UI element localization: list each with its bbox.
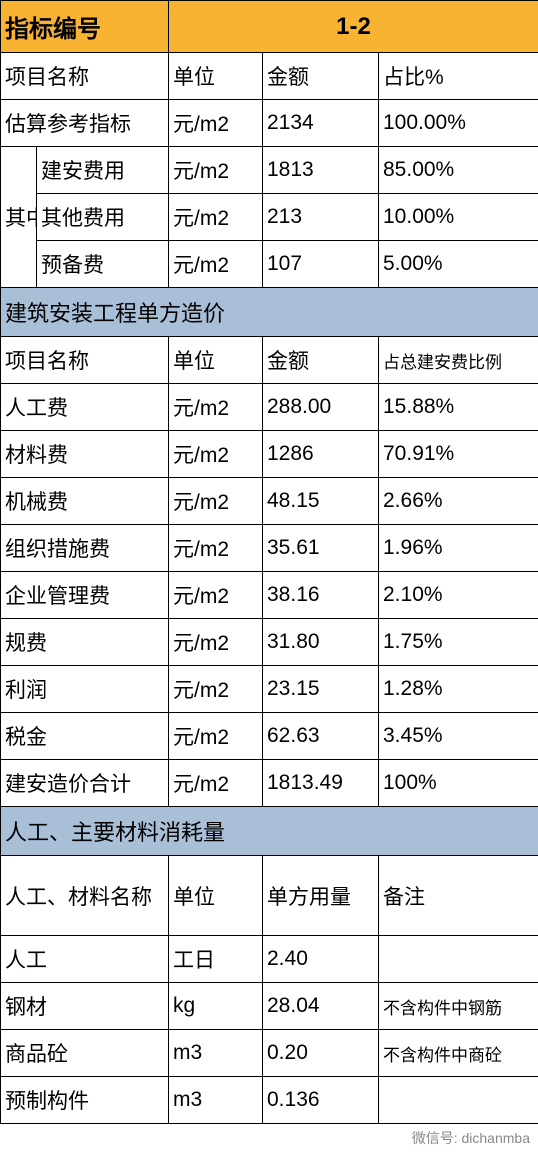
s2-row-amount: 23.15 — [263, 666, 379, 713]
s2-row-name: 组织措施费 — [1, 525, 169, 572]
s2-row-ratio: 100% — [379, 760, 538, 807]
s2-row-unit: 元/m2 — [169, 572, 263, 619]
s3-col-unit: 单位 — [169, 856, 263, 936]
section2-title: 建筑安装工程单方造价 — [1, 288, 538, 337]
cost-index-table: 指标编号1-2项目名称单位金额占比%估算参考指标元/m22134100.00%其… — [0, 0, 538, 1124]
s2-row-amount: 1813.49 — [263, 760, 379, 807]
s1-row-amount: 1813 — [263, 147, 379, 194]
s1-row-ratio: 10.00% — [379, 194, 538, 241]
s1-col-amount: 金额 — [263, 53, 379, 100]
s2-row-ratio: 1.75% — [379, 619, 538, 666]
s2-row-name: 材料费 — [1, 431, 169, 478]
s2-row-unit: 元/m2 — [169, 525, 263, 572]
footer-watermark: 微信号: dichanmba — [0, 1124, 538, 1152]
ref-name: 估算参考指标 — [1, 100, 169, 147]
index-label: 指标编号 — [1, 1, 169, 53]
s3-row-amount: 2.40 — [263, 936, 379, 983]
s1-row-amount: 213 — [263, 194, 379, 241]
s2-row-name: 建安造价合计 — [1, 760, 169, 807]
s3-row-note — [379, 936, 538, 983]
s3-row-amount: 0.136 — [263, 1077, 379, 1124]
s2-row-name: 税金 — [1, 713, 169, 760]
ref-unit: 元/m2 — [169, 100, 263, 147]
s1-row-name: 预备费 — [37, 241, 169, 288]
s2-row-amount: 288.00 — [263, 384, 379, 431]
s1-col-unit: 单位 — [169, 53, 263, 100]
s2-row-amount: 48.15 — [263, 478, 379, 525]
s3-row-amount: 0.20 — [263, 1030, 379, 1077]
s2-row-ratio: 2.10% — [379, 572, 538, 619]
s2-row-unit: 元/m2 — [169, 760, 263, 807]
s2-row-ratio: 2.66% — [379, 478, 538, 525]
s2-row-unit: 元/m2 — [169, 713, 263, 760]
s3-row-unit: m3 — [169, 1077, 263, 1124]
s1-col-name: 项目名称 — [1, 53, 169, 100]
s2-row-ratio: 1.28% — [379, 666, 538, 713]
ref-ratio: 100.00% — [379, 100, 538, 147]
s2-row-unit: 元/m2 — [169, 666, 263, 713]
index-value: 1-2 — [169, 1, 538, 53]
s2-row-amount: 1286 — [263, 431, 379, 478]
s2-row-ratio: 70.91% — [379, 431, 538, 478]
s3-col-amount: 单方用量 — [263, 856, 379, 936]
s2-row-unit: 元/m2 — [169, 619, 263, 666]
s1-row-amount: 107 — [263, 241, 379, 288]
s1-col-ratio: 占比% — [379, 53, 538, 100]
s3-row-name: 商品砼 — [1, 1030, 169, 1077]
s3-row-name: 预制构件 — [1, 1077, 169, 1124]
s2-row-ratio: 15.88% — [379, 384, 538, 431]
s2-row-unit: 元/m2 — [169, 431, 263, 478]
s2-col-name: 项目名称 — [1, 337, 169, 384]
s2-row-name: 利润 — [1, 666, 169, 713]
s2-row-amount: 62.63 — [263, 713, 379, 760]
s2-row-name: 机械费 — [1, 478, 169, 525]
s2-col-amount: 金额 — [263, 337, 379, 384]
section3-title: 人工、主要材料消耗量 — [1, 807, 538, 856]
group-label: 其中 — [1, 147, 37, 288]
s2-row-name: 规费 — [1, 619, 169, 666]
s2-row-name: 人工费 — [1, 384, 169, 431]
s3-row-unit: m3 — [169, 1030, 263, 1077]
s1-row-unit: 元/m2 — [169, 147, 263, 194]
s2-row-ratio: 1.96% — [379, 525, 538, 572]
s1-row-ratio: 5.00% — [379, 241, 538, 288]
ref-amount: 2134 — [263, 100, 379, 147]
s1-row-unit: 元/m2 — [169, 194, 263, 241]
s3-row-unit: kg — [169, 983, 263, 1030]
s2-row-unit: 元/m2 — [169, 478, 263, 525]
s1-row-name: 其他费用 — [37, 194, 169, 241]
s3-row-name: 人工 — [1, 936, 169, 983]
s3-row-unit: 工日 — [169, 936, 263, 983]
s3-col-name: 人工、材料名称 — [1, 856, 169, 936]
s3-row-note: 不含构件中商砼 — [379, 1030, 538, 1077]
s3-row-name: 钢材 — [1, 983, 169, 1030]
s3-row-amount: 28.04 — [263, 983, 379, 1030]
s3-row-note: 不含构件中钢筋 — [379, 983, 538, 1030]
s2-col-unit: 单位 — [169, 337, 263, 384]
s3-col-note: 备注 — [379, 856, 538, 936]
s3-row-note — [379, 1077, 538, 1124]
s2-col-ratio: 占总建安费比例 — [379, 337, 538, 384]
s2-row-amount: 38.16 — [263, 572, 379, 619]
s1-row-name: 建安费用 — [37, 147, 169, 194]
s1-row-unit: 元/m2 — [169, 241, 263, 288]
s2-row-amount: 31.80 — [263, 619, 379, 666]
s2-row-amount: 35.61 — [263, 525, 379, 572]
s2-row-unit: 元/m2 — [169, 384, 263, 431]
s1-row-ratio: 85.00% — [379, 147, 538, 194]
s2-row-name: 企业管理费 — [1, 572, 169, 619]
s2-row-ratio: 3.45% — [379, 713, 538, 760]
